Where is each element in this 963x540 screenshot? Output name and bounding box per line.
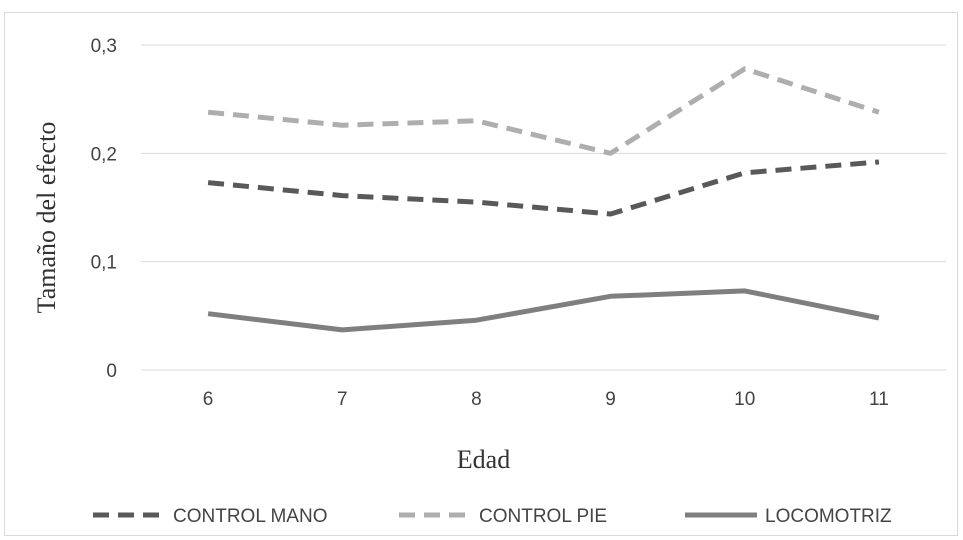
x-tick-label: 11 bbox=[869, 389, 889, 410]
x-tick-label: 10 bbox=[734, 389, 755, 410]
legend-label: CONTROL MANO bbox=[173, 506, 327, 527]
series-lines bbox=[207, 66, 880, 333]
x-axis-ticks: 6 7 8 9 10 11 bbox=[203, 389, 889, 410]
y-tick-label: 0 bbox=[106, 361, 117, 382]
line-chart: 0 0,1 0,2 0,3 6 7 8 9 10 11 Tamaño del efecto Ed… bbox=[32, 36, 946, 527]
legend-label: LOCOMOTRIZ bbox=[765, 506, 892, 527]
x-axis-title: Edad bbox=[457, 445, 510, 474]
series-line bbox=[207, 66, 880, 156]
y-axis-ticks: 0 0,1 0,2 0,3 bbox=[91, 36, 117, 382]
y-axis-title: Tamaño del efecto bbox=[32, 122, 61, 314]
y-tick-label: 0,2 bbox=[91, 144, 117, 165]
x-tick-label: 9 bbox=[605, 389, 616, 410]
y-tick-label: 0,3 bbox=[91, 36, 117, 57]
series-line bbox=[207, 288, 880, 333]
series-line bbox=[207, 159, 880, 217]
y-tick-label: 0,1 bbox=[91, 253, 117, 274]
chart-frame: 0 0,1 0,2 0,3 6 7 8 9 10 11 Tamaño del efecto Ed… bbox=[4, 12, 958, 536]
x-tick-label: 6 bbox=[203, 389, 214, 410]
gridlines bbox=[141, 44, 946, 371]
legend: CONTROL MANO CONTROL PIE LOCOMOTRIZ bbox=[93, 506, 892, 527]
x-tick-label: 8 bbox=[471, 389, 482, 410]
legend-label: CONTROL PIE bbox=[479, 506, 607, 527]
x-tick-label: 7 bbox=[337, 389, 348, 410]
